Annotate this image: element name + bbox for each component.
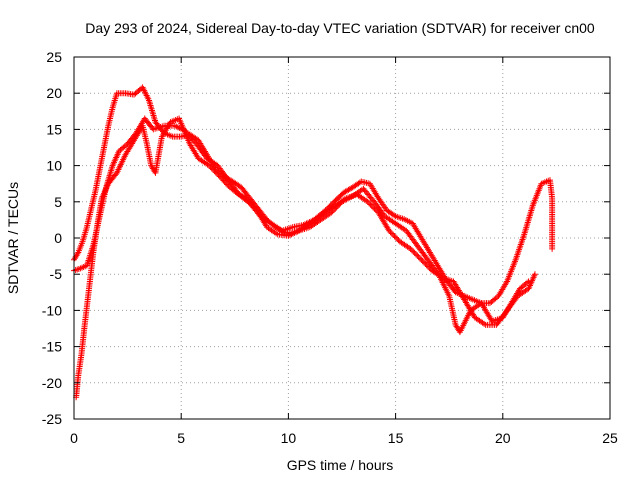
data-point <box>370 204 377 211</box>
x-axis-label: GPS time / hours <box>287 457 394 473</box>
chart-title: Day 293 of 2024, Sidereal Day-to-day VTE… <box>85 20 595 36</box>
data-point <box>422 260 429 267</box>
data-point <box>407 245 414 252</box>
data-point <box>394 235 401 242</box>
data-point <box>364 198 371 205</box>
data-point <box>210 166 217 173</box>
data-point <box>215 172 222 179</box>
series-track-c <box>71 115 538 328</box>
y-tick-label: -25 <box>42 411 62 427</box>
x-tick-label: 0 <box>70 430 78 446</box>
data-point <box>391 233 398 240</box>
y-tick-label: 5 <box>54 194 62 210</box>
y-tick-label: -5 <box>50 266 63 282</box>
data-point <box>214 170 221 177</box>
y-tick-label: 10 <box>46 158 62 174</box>
data-point <box>426 264 433 271</box>
y-tick-label: -15 <box>42 339 62 355</box>
data-point <box>416 255 423 262</box>
data-point <box>414 252 421 259</box>
data-point <box>411 249 418 256</box>
data-point <box>371 205 378 212</box>
data-point <box>549 245 556 252</box>
axis-ticks: 0 5 10 15 20 25 -25 -20 -15 -10 -5 0 5 10 15 20 25 <box>42 49 618 446</box>
data-point <box>112 171 119 178</box>
data-point <box>387 229 394 236</box>
data-point <box>531 271 538 278</box>
data-point <box>388 230 395 237</box>
data-point <box>425 263 432 270</box>
data-point <box>366 200 373 207</box>
data-point <box>415 254 422 261</box>
x-tick-label: 5 <box>177 430 185 446</box>
data-point <box>392 234 399 241</box>
y-tick-label: -10 <box>42 302 62 318</box>
y-tick-label: 15 <box>46 121 62 137</box>
data-point <box>391 212 398 219</box>
y-axis-label: SDTVAR / TECUs <box>5 182 21 294</box>
data-points <box>71 84 556 401</box>
data-point <box>208 165 215 172</box>
x-tick-label: 20 <box>495 430 511 446</box>
grid <box>74 57 610 419</box>
y-tick-label: 20 <box>46 85 62 101</box>
data-point <box>206 162 213 169</box>
data-point <box>212 169 219 176</box>
data-point <box>211 168 218 175</box>
data-point <box>74 250 81 257</box>
y-tick-label: 0 <box>54 230 62 246</box>
x-tick-label: 15 <box>388 430 404 446</box>
data-point <box>123 142 130 149</box>
y-tick-label: 25 <box>46 49 62 65</box>
y-tick-label: -20 <box>42 375 62 391</box>
data-point <box>207 163 214 170</box>
data-point <box>419 258 426 265</box>
data-point <box>408 247 415 254</box>
data-point <box>423 262 430 269</box>
x-tick-label: 10 <box>281 430 297 446</box>
data-point <box>386 227 393 234</box>
data-point <box>372 206 379 213</box>
data-point <box>367 201 374 208</box>
data-point <box>390 231 397 238</box>
data-point <box>418 256 425 263</box>
data-point <box>421 259 428 266</box>
data-point <box>368 202 375 209</box>
x-tick-label: 25 <box>602 430 618 446</box>
data-point <box>245 199 252 206</box>
series-track-b <box>73 115 532 401</box>
data-point <box>412 251 419 258</box>
data-point <box>410 248 417 255</box>
